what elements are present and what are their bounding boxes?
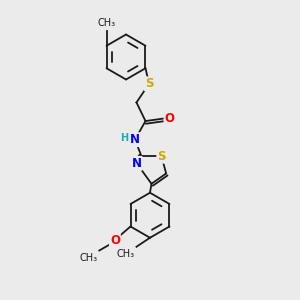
Text: O: O xyxy=(164,112,175,124)
Text: CH₃: CH₃ xyxy=(117,248,135,259)
Text: CH₃: CH₃ xyxy=(98,18,116,28)
Text: S: S xyxy=(145,77,153,90)
Text: N: N xyxy=(130,133,140,146)
Text: S: S xyxy=(157,150,166,163)
Text: O: O xyxy=(110,233,120,247)
Text: CH₃: CH₃ xyxy=(80,253,98,262)
Text: N: N xyxy=(132,157,142,170)
Text: H: H xyxy=(120,134,128,143)
